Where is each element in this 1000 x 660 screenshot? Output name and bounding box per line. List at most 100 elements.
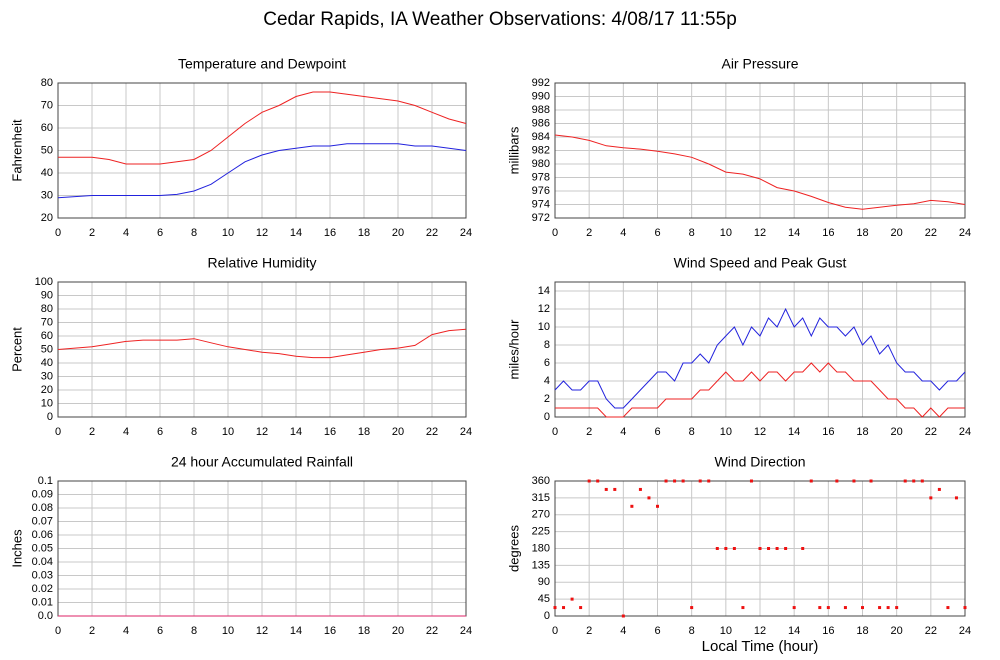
y-tick-label: 0	[544, 411, 550, 423]
data-line	[57, 328, 467, 359]
data-point	[553, 606, 557, 610]
x-tick-label: 16	[822, 227, 834, 239]
panel-title: Temperature and Dewpoint	[178, 56, 346, 72]
y-tick-label: 0.01	[32, 596, 53, 608]
y-tick-label: 976	[532, 185, 550, 197]
data-point	[630, 504, 634, 508]
x-tick-label: 12	[256, 625, 268, 637]
y-tick-label: 90	[41, 289, 53, 301]
data-point	[801, 547, 805, 550]
x-tick-label: 20	[891, 426, 903, 438]
x-tick-label: 4	[123, 625, 129, 637]
data-point	[818, 606, 822, 610]
data-line	[58, 91, 467, 165]
y-tick-label: 972	[532, 212, 550, 224]
x-tick-label: 16	[324, 227, 336, 239]
y-tick-label: 45	[538, 593, 550, 605]
data-point	[681, 479, 685, 483]
plot-frame	[554, 82, 966, 219]
x-tick-label: 10	[720, 625, 732, 637]
x-tick-label: 20	[392, 625, 404, 637]
x-tick-label: 0	[55, 227, 61, 239]
data-point	[604, 487, 608, 491]
x-tick-label: 4	[620, 227, 626, 239]
y-tick-label: 30	[41, 370, 53, 382]
x-tick-label: 6	[654, 625, 660, 637]
y-tick-label: 270	[532, 509, 550, 521]
data-point	[869, 479, 873, 483]
y-tick-label: 40	[41, 167, 53, 179]
data-point	[792, 606, 796, 610]
y-tick-label: 0	[47, 411, 53, 423]
x-tick-label: 0	[552, 625, 558, 637]
y-tick-label: 225	[532, 526, 550, 538]
panel-title: 24 hour Accumulated Rainfall	[171, 454, 353, 470]
x-tick-label: 2	[89, 426, 95, 438]
y-tick-label: 0.06	[32, 529, 53, 541]
data-point	[707, 479, 711, 483]
x-tick-label: 0	[552, 426, 558, 438]
data-point	[724, 547, 728, 550]
y-tick-label: 60	[41, 122, 53, 134]
y-tick-label: 980	[532, 158, 550, 170]
x-tick-label: 22	[925, 227, 937, 239]
y-tick-label: 50	[41, 343, 53, 355]
x-tick-label: 4	[123, 426, 129, 438]
data-point	[878, 606, 882, 610]
panel-title: Relative Humidity	[208, 255, 317, 271]
data-line	[554, 134, 966, 210]
data-point	[587, 479, 591, 483]
y-tick-label: 978	[532, 171, 550, 183]
panel-title: Wind Direction	[714, 454, 805, 470]
y-tick-label: 135	[532, 559, 550, 571]
y-tick-label: 20	[41, 212, 53, 224]
y-axis-label: Inches	[9, 529, 24, 568]
data-point	[912, 479, 916, 483]
x-tick-label: 22	[426, 426, 438, 438]
x-tick-label: 18	[856, 227, 868, 239]
page-title: Cedar Rapids, IA Weather Observations: 4…	[263, 9, 737, 30]
data-line	[554, 307, 966, 409]
x-axis-label: Local Time (hour)	[702, 638, 819, 655]
x-tick-label: 2	[586, 625, 592, 637]
data-point	[647, 496, 651, 500]
x-tick-label: 12	[754, 426, 766, 438]
data-point	[937, 487, 941, 491]
x-tick-label: 24	[460, 625, 472, 637]
data-point	[946, 606, 950, 610]
y-tick-label: 0.08	[32, 502, 53, 514]
x-tick-label: 20	[891, 227, 903, 239]
plot-frame	[554, 480, 966, 617]
x-tick-label: 22	[925, 625, 937, 637]
y-tick-label: 100	[35, 276, 53, 288]
y-tick-label: 984	[532, 131, 550, 143]
data-point	[903, 479, 907, 483]
data-line	[57, 143, 467, 199]
x-tick-label: 10	[222, 625, 234, 637]
data-point	[715, 547, 719, 550]
data-point	[664, 479, 668, 483]
x-tick-label: 10	[720, 426, 732, 438]
data-line	[555, 362, 965, 418]
x-tick-label: 2	[586, 227, 592, 239]
data-point	[638, 487, 642, 491]
x-tick-label: 20	[392, 426, 404, 438]
y-tick-label: 70	[41, 99, 53, 111]
data-point	[954, 496, 958, 500]
y-tick-label: 8	[544, 339, 550, 351]
x-tick-label: 0	[55, 426, 61, 438]
y-tick-label: 992	[532, 77, 550, 89]
y-tick-label: 0	[544, 610, 550, 622]
y-tick-label: 10	[538, 321, 550, 333]
x-tick-label: 14	[788, 426, 800, 438]
x-tick-label: 18	[358, 426, 370, 438]
y-tick-label: 80	[41, 77, 53, 89]
y-tick-label: 50	[41, 144, 53, 156]
x-tick-label: 22	[925, 426, 937, 438]
data-point	[861, 606, 864, 610]
y-tick-label: 14	[538, 285, 550, 297]
x-tick-label: 2	[89, 227, 95, 239]
data-point	[775, 547, 779, 550]
x-tick-label: 24	[959, 227, 971, 239]
data-point	[732, 547, 736, 550]
